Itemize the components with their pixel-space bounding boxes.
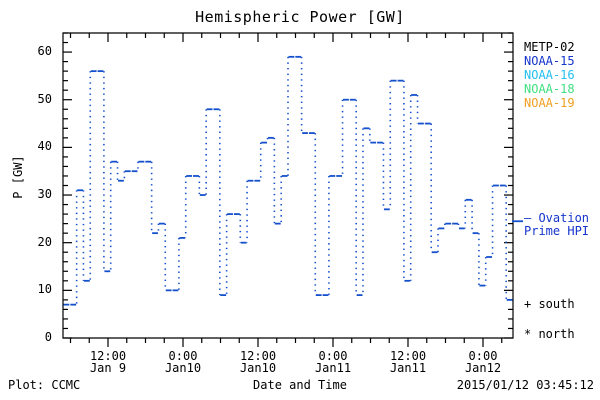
footer-left: Plot: CCMC (8, 378, 81, 392)
x-tick-date: Jan10 (164, 361, 202, 375)
legend-item-metp-02[interactable]: METP-02 (524, 40, 575, 54)
legend-item-noaa-19[interactable]: NOAA-19 (524, 96, 575, 110)
y-tick-label: 0 (44, 330, 52, 344)
x-tick-time: 0:00 (318, 349, 348, 363)
y-tick-label: 30 (37, 187, 52, 202)
ovation-hpi-label: Prime HPI (524, 224, 590, 238)
x-tick-time: 12:00 (239, 349, 277, 363)
x-tick-date: Jan 9 (89, 361, 127, 375)
footer-center: Date and Time (253, 378, 347, 392)
x-tick-time: 12:00 (89, 349, 127, 363)
chart-title: Hemispheric Power [GW] (195, 8, 405, 26)
data-series-noaa-15 (63, 55, 513, 306)
y-tick-label: 60 (37, 44, 52, 59)
x-tick-time: 12:00 (389, 349, 427, 363)
x-tick-date: Jan10 (239, 361, 277, 375)
ovation-marker-label: — Ovation (524, 211, 590, 225)
x-tick-label: 0:00 Jan11 (288, 350, 378, 374)
y-axis-ticks (63, 32, 513, 339)
x-tick-label: 12:00 Jan11 (363, 350, 453, 374)
y-tick-label: 20 (37, 234, 52, 249)
footer-right: 2015/01/12 03:45:12 (456, 378, 594, 392)
north-marker-annotation: * north (524, 327, 575, 341)
x-tick-date: Jan11 (389, 361, 427, 375)
legend-item-noaa-15[interactable]: NOAA-15 (524, 54, 575, 68)
y-tick-label: 40 (37, 139, 52, 154)
x-axis-ticks (69, 33, 503, 347)
plot-frame (62, 32, 514, 339)
legend-item-noaa-18[interactable]: NOAA-18 (524, 82, 575, 96)
x-tick-date: Jan12 (464, 361, 502, 375)
legend: METP-02 NOAA-15 NOAA-16 NOAA-18 NOAA-19 (524, 40, 575, 110)
ovation-prime-annotation: — Ovation Prime HPI (524, 212, 589, 238)
y-tick-label: 50 (37, 91, 52, 106)
x-tick-label: 12:00 Jan10 (213, 350, 303, 374)
x-tick-label: 0:00 Jan12 (438, 350, 528, 374)
y-tick-label: 10 (37, 282, 52, 297)
x-tick-date: Jan11 (314, 361, 352, 375)
legend-item-noaa-16[interactable]: NOAA-16 (524, 68, 575, 82)
x-tick-time: 0:00 (468, 349, 498, 363)
south-marker-annotation: + south (524, 297, 575, 311)
x-tick-time: 0:00 (168, 349, 198, 363)
x-tick-label: 0:00 Jan10 (138, 350, 228, 374)
x-tick-label: 12:00 Jan 9 (63, 350, 153, 374)
